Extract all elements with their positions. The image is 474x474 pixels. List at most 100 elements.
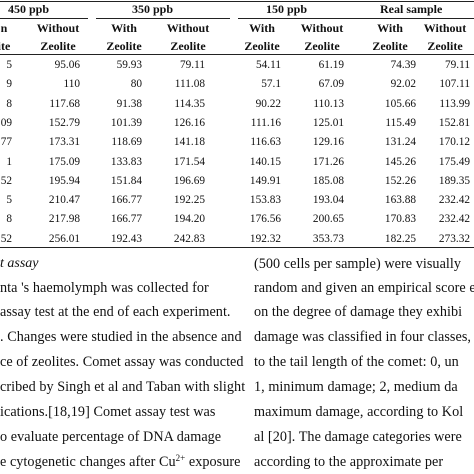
subheader-row1-col-1: n: [0, 21, 8, 35]
right-line-5: to the tail length of the comet: 0, un: [254, 354, 459, 370]
left-line-8-tail: exposure: [185, 454, 241, 470]
table-cell-r8-c4: 192.25: [173, 194, 205, 206]
table-cell-r2-c4: 111.08: [174, 78, 205, 90]
table-cell-r8-c2: 210.47: [48, 194, 80, 206]
table-cell-r5-c7: 131.24: [384, 136, 416, 148]
table-cell-r6-c1: 1: [6, 156, 12, 168]
table-cell-r1-c1: 5: [6, 59, 12, 71]
table-cell-r9-c2: 217.98: [48, 213, 80, 225]
table-cell-r1-c2: 95.06: [54, 59, 80, 71]
table-cell-r3-c7: 105.66: [384, 98, 416, 110]
left-line-8-text: e cytogenetic changes after Cu: [0, 454, 176, 470]
table-cell-r4-c4: 126.16: [173, 117, 205, 129]
table-cell-r4-c3: 101.39: [110, 117, 142, 129]
group-header-350: 350 ppb: [132, 2, 174, 16]
table-cell-r4-c5: 111.16: [250, 117, 281, 129]
table-cell-r9-c5: 176.56: [249, 213, 281, 225]
table-cell-r3-c4: 114.35: [174, 98, 205, 110]
table-cell-r7-c7: 152.26: [384, 175, 416, 187]
header-underline-350: [96, 18, 230, 19]
table-cell-r10-c6: 353.73: [312, 233, 344, 245]
table-cell-r1-c6: 61.19: [318, 59, 344, 71]
table-cell-r8-c8: 232.42: [438, 194, 470, 206]
table-cell-r3-c2: 117.68: [49, 98, 80, 110]
table-cell-r6-c3: 133.83: [110, 156, 142, 168]
table-cell-r5-c1: 77: [0, 136, 12, 148]
table-cell-r7-c2: 195.94: [48, 175, 80, 187]
header-underline-450: [0, 18, 88, 19]
table-cell-r6-c4: 171.54: [173, 156, 205, 168]
subheader-row1-col-6: Without: [300, 21, 344, 35]
table-cell-r10-c4: 242.83: [173, 233, 205, 245]
table-cell-r6-c8: 175.49: [438, 156, 470, 168]
left-line-8: e cytogenetic changes after Cu2+ exposur…: [0, 453, 241, 470]
table-cell-r8-c6: 193.04: [312, 194, 344, 206]
table-cell-r3-c3: 91.38: [116, 98, 142, 110]
table-cell-r7-c4: 196.69: [173, 175, 205, 187]
table-cell-r5-c2: 173.31: [48, 136, 80, 148]
table-cell-r1-c3: 59.93: [116, 59, 142, 71]
table-cell-r9-c7: 170.83: [384, 213, 416, 225]
table-cell-r5-c8: 170.12: [438, 136, 470, 148]
table-cell-r4-c1: 09: [0, 117, 12, 129]
table-cell-r1-c4: 79.11: [180, 59, 205, 71]
table-bottom-rule: [0, 247, 474, 248]
table-cell-r1-c7: 74.39: [390, 59, 416, 71]
table-cell-r6-c5: 140.15: [249, 156, 281, 168]
table-cell-r2-c6: 67.09: [318, 78, 344, 90]
table-cell-r7-c8: 189.35: [438, 175, 470, 187]
copper-ion-superscript: 2+: [175, 453, 186, 463]
table-cell-r4-c6: 125.01: [312, 117, 344, 129]
table-cell-r10-c3: 192.43: [110, 233, 142, 245]
table-cell-r8-c3: 166.77: [110, 194, 142, 206]
right-line-9: according to the approximate per: [254, 454, 444, 470]
table-cell-r2-c3: 80: [130, 78, 142, 90]
subheader-row2-col-3: Zeolite: [106, 39, 142, 53]
right-line-8: al [20]. The damage categories were: [254, 429, 462, 445]
header-bottom-rule: [0, 54, 474, 55]
table-cell-r10-c7: 182.25: [384, 233, 416, 245]
table-cell-r7-c3: 151.84: [110, 175, 142, 187]
group-header-450: 450 ppb: [8, 2, 50, 16]
table-cell-r6-c6: 171.26: [312, 156, 344, 168]
right-line-2: random and given an empirical score e: [254, 280, 474, 296]
table-cell-r10-c2: 256.01: [48, 233, 80, 245]
subheader-row1-col-5: With: [249, 21, 275, 35]
group-header-real: Real sample: [380, 2, 443, 16]
table-cell-r5-c5: 116.63: [250, 136, 281, 148]
table-cell-r3-c5: 90.22: [255, 98, 281, 110]
table-cell-r5-c3: 118.69: [111, 136, 142, 148]
table-cell-r7-c5: 149.91: [249, 175, 281, 187]
table-cell-r9-c6: 200.65: [312, 213, 344, 225]
subheader-row1-col-8: Without: [423, 21, 467, 35]
left-line-7: o evaluate percentage of DNA damage: [0, 429, 222, 445]
subheader-row2-col-6: Zeolite: [304, 39, 340, 53]
subheader-row1-col-2: Without: [36, 21, 80, 35]
right-line-4: damage was classified in four classes,: [254, 329, 472, 345]
left-line-6: ications.[18,19] Comet assay test was: [0, 404, 216, 420]
table-cell-r4-c2: 152.79: [48, 117, 80, 129]
subheader-row1-col-3: With: [111, 21, 137, 35]
table-top-rule: [0, 1, 474, 2]
right-line-3: on the degree of damage they exhibi: [254, 304, 463, 320]
table-cell-r10-c1: 52: [0, 233, 12, 245]
table-cell-r8-c5: 153.83: [249, 194, 281, 206]
table-cell-r9-c8: 232.42: [438, 213, 470, 225]
table-cell-r2-c8: 107.11: [439, 78, 470, 90]
left-line-5: cribed by Singh et al and Taban with sli…: [0, 379, 246, 395]
table-cell-r7-c1: 52: [0, 175, 12, 187]
table-cell-r6-c7: 145.26: [384, 156, 416, 168]
table-cell-r3-c6: 110.13: [313, 98, 344, 110]
table-cell-r5-c6: 129.16: [312, 136, 344, 148]
table-cell-r2-c2: 110: [63, 78, 80, 90]
table-cell-r5-c4: 141.18: [173, 136, 205, 148]
right-line-7: maximum damage, according to Kol: [254, 404, 464, 420]
subheader-row2-col-8: Zeolite: [427, 39, 463, 53]
header-underline-150: [238, 18, 366, 19]
left-line-2: assay test at the end of each experiment…: [0, 304, 231, 320]
table-cell-r8-c7: 163.88: [384, 194, 416, 206]
table-cell-r2-c5: 57.1: [261, 78, 281, 90]
table-cell-r8-c1: 5: [6, 194, 12, 206]
header-underline-real: [356, 18, 474, 19]
